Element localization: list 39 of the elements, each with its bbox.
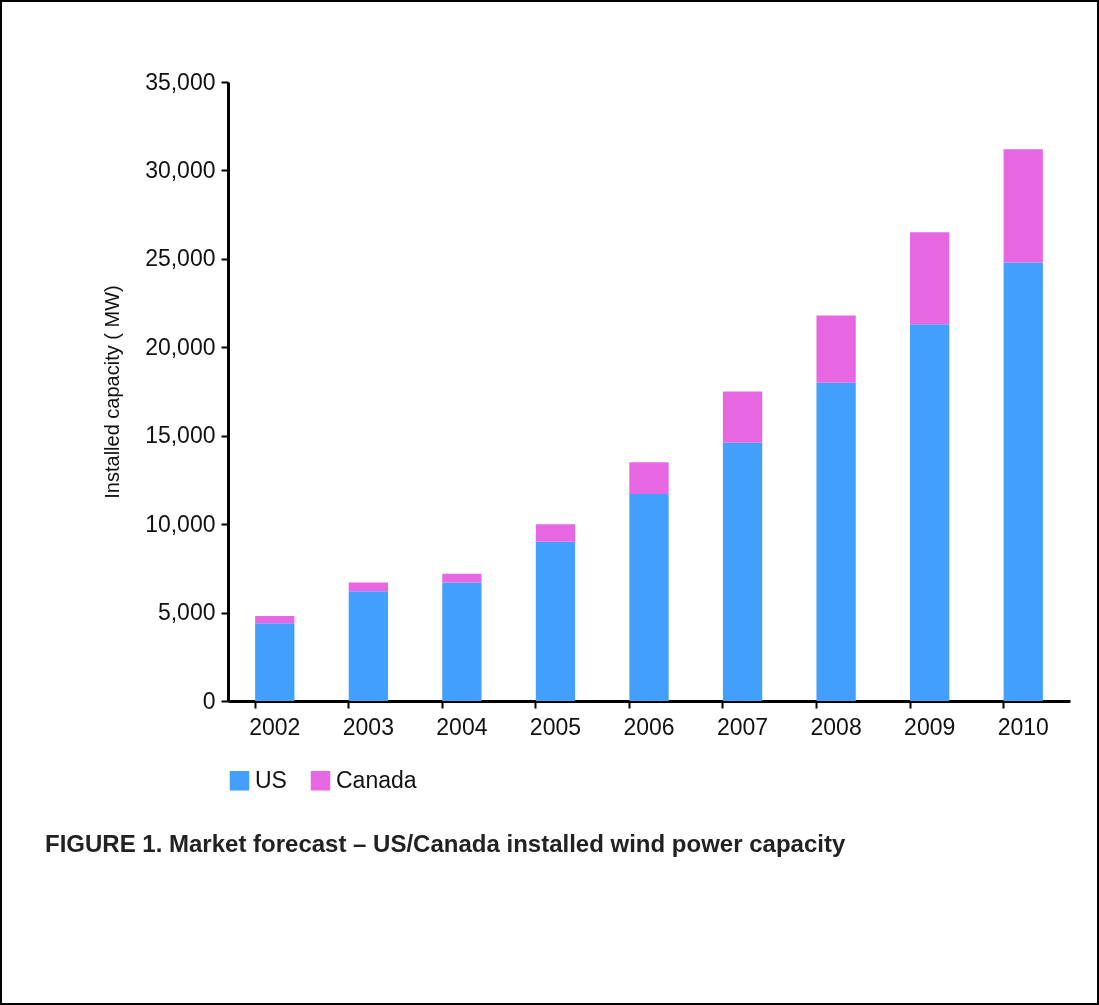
bar	[1003, 262, 1043, 701]
x-tick-label: 2003	[342, 713, 394, 740]
y-tick-label: 30,000	[145, 156, 216, 183]
x-tick-label: 2006	[623, 713, 675, 740]
y-tick-label: 25,000	[145, 245, 216, 272]
legend-label: Canada	[336, 766, 417, 793]
x-tick-label: 2009	[904, 713, 956, 740]
x-tick-label: 2002	[249, 713, 301, 740]
x-tick-label: 2010	[997, 713, 1049, 740]
bar	[255, 616, 295, 624]
bar	[442, 582, 482, 701]
bar	[255, 623, 295, 701]
y-tick-label: 15,000	[145, 422, 216, 449]
bar	[910, 324, 950, 701]
y-tick-label: 5,000	[157, 599, 216, 626]
bar	[535, 541, 576, 701]
legend-label: US	[255, 766, 287, 793]
bar	[442, 573, 482, 583]
x-tick-label: 2008	[810, 713, 862, 740]
bar	[629, 494, 669, 701]
y-axis-title: Installed capacity ( MW)	[101, 285, 124, 499]
bar	[722, 391, 763, 443]
x-tick-label: 2007	[716, 713, 769, 740]
bar	[816, 382, 856, 701]
bar	[1003, 149, 1043, 263]
bar	[722, 442, 763, 701]
bar	[535, 524, 576, 542]
bar	[348, 591, 388, 701]
bar	[910, 232, 950, 325]
bar	[816, 315, 856, 383]
y-tick-label: 0	[202, 687, 216, 714]
text: FIGURE 1. Market forecast – US/Canada installed wind power capacity	[45, 830, 846, 857]
x-tick-label: 2004	[436, 713, 488, 740]
x-tick-label: 2005	[529, 713, 582, 740]
y-tick-label: 10,000	[145, 510, 216, 537]
bar	[348, 582, 388, 592]
bar	[629, 462, 669, 495]
y-tick-label: 35,000	[145, 68, 216, 95]
y-tick-label: 20,000	[145, 333, 216, 360]
